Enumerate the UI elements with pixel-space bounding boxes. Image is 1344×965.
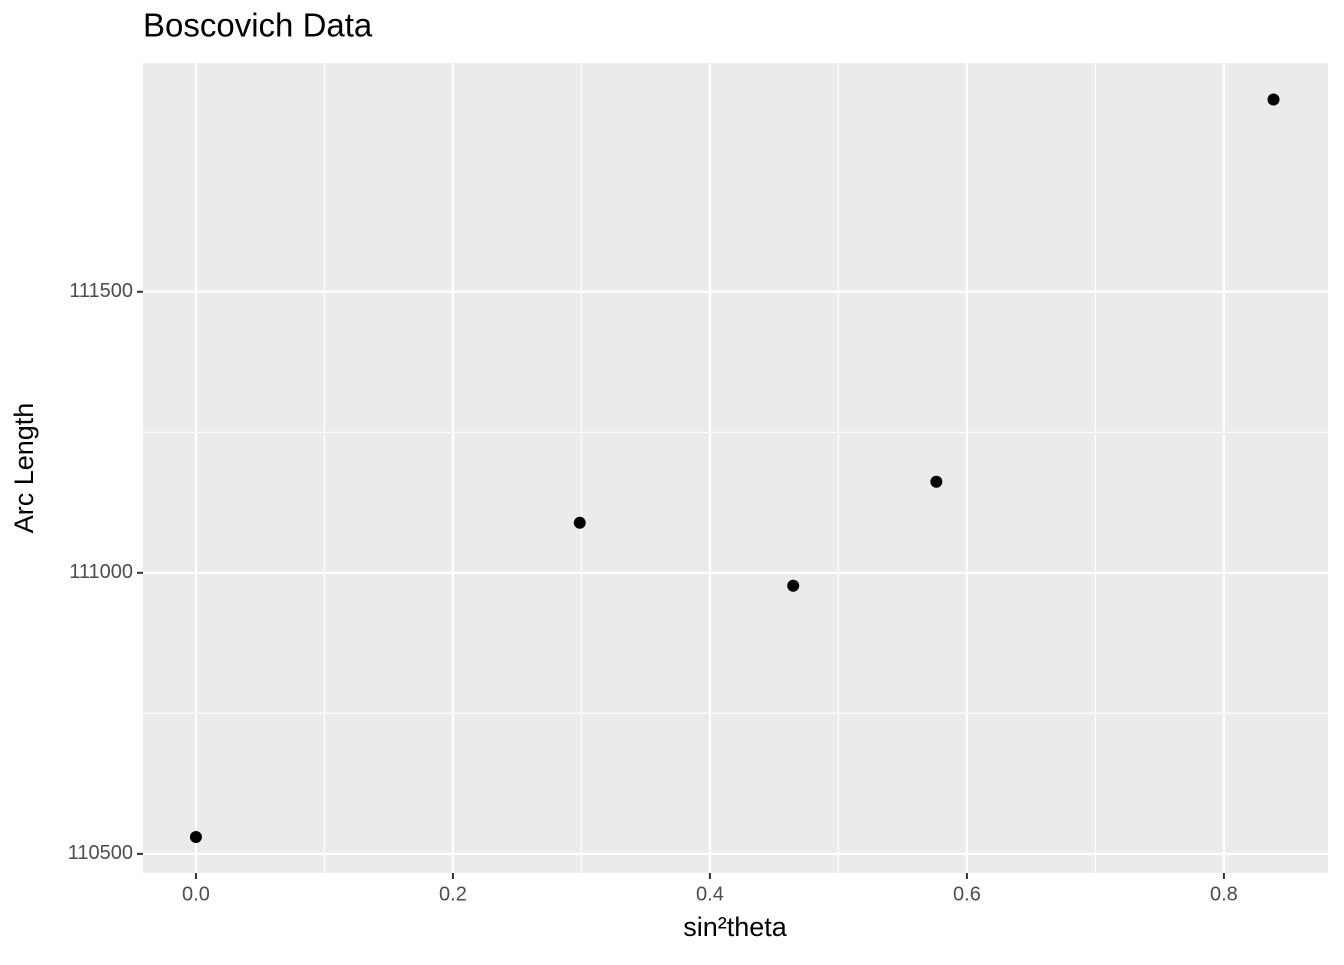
marks [189,93,1280,844]
x-tick-label: 0.8 [1210,883,1238,905]
y-axis-title: Arc Length [9,403,39,534]
x-tick-label: 0.6 [953,883,981,905]
x-axis-title: sin²theta [683,912,788,942]
y-tick-label: 110500 [68,842,133,864]
point [573,516,586,529]
x-tick-label: 0.2 [439,883,467,905]
y-tick-label: 111000 [69,561,133,583]
plot-panel [143,63,1328,873]
point [189,831,202,844]
point [787,579,800,592]
y-tick-label: 111500 [69,280,133,302]
point [930,475,943,488]
x-tick-label: 0.4 [696,883,724,905]
chart-title: Boscovich Data [143,7,373,44]
x-tick-label: 0.0 [182,883,210,905]
point [1267,93,1280,106]
grid [143,63,1328,873]
